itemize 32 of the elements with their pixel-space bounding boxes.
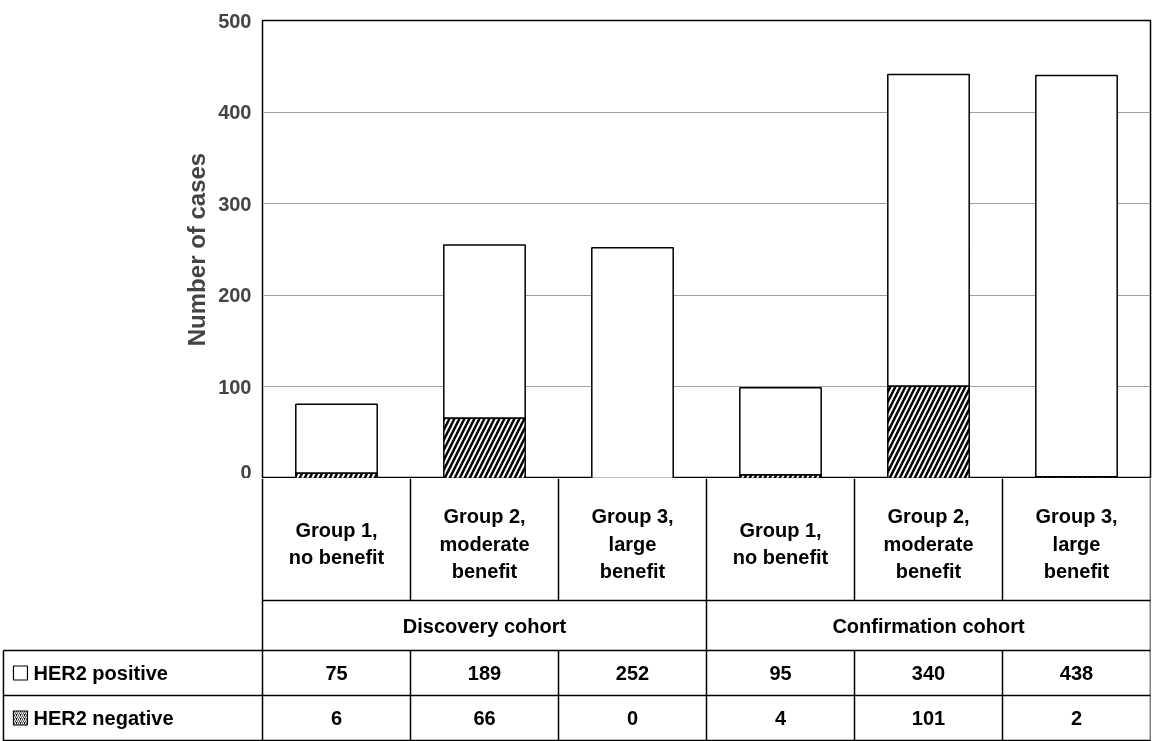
x-tick-label: Group 1, no benefit xyxy=(732,518,829,569)
x-tick-label: Group 3, large benefit xyxy=(591,505,674,582)
y-tick-label: 300 xyxy=(218,192,252,215)
data-label: 2 xyxy=(1070,707,1083,729)
bar xyxy=(739,387,822,476)
bar xyxy=(1035,74,1118,478)
data-label: 189 xyxy=(467,662,502,684)
y-tick-label: 400 xyxy=(218,101,252,124)
data-label: 438 xyxy=(1059,662,1094,684)
data-label: 101 xyxy=(911,707,946,729)
text: Discovery cohort xyxy=(402,614,567,637)
x-tick-label: Group 1, no benefit xyxy=(288,518,385,569)
y-tick-label: 100 xyxy=(218,375,252,398)
y-tick-label: 200 xyxy=(218,284,252,307)
legend-label: HER2 positive xyxy=(33,662,168,684)
data-label: 340 xyxy=(911,662,946,684)
data-label: 4 xyxy=(774,707,787,729)
data-label: 252 xyxy=(615,662,650,684)
data-label: 75 xyxy=(325,662,348,684)
x-tick-label: Group 3, large benefit xyxy=(1035,505,1118,582)
text: Confirmation cohort xyxy=(832,614,1025,637)
data-label: 6 xyxy=(330,707,343,729)
y-tick-label: 500 xyxy=(218,9,252,32)
data-label: 0 xyxy=(626,707,639,729)
legend-label: HER2 negative xyxy=(33,707,174,729)
bar xyxy=(295,403,378,474)
x-tick-label: Group 2, moderate benefit xyxy=(883,505,974,582)
y-tick-label: 0 xyxy=(240,460,252,483)
data-label: 95 xyxy=(769,662,792,684)
x-tick-label: Group 2, moderate benefit xyxy=(439,505,530,582)
data-label: 66 xyxy=(473,707,496,729)
y-axis-title: Number of cases xyxy=(183,152,211,347)
